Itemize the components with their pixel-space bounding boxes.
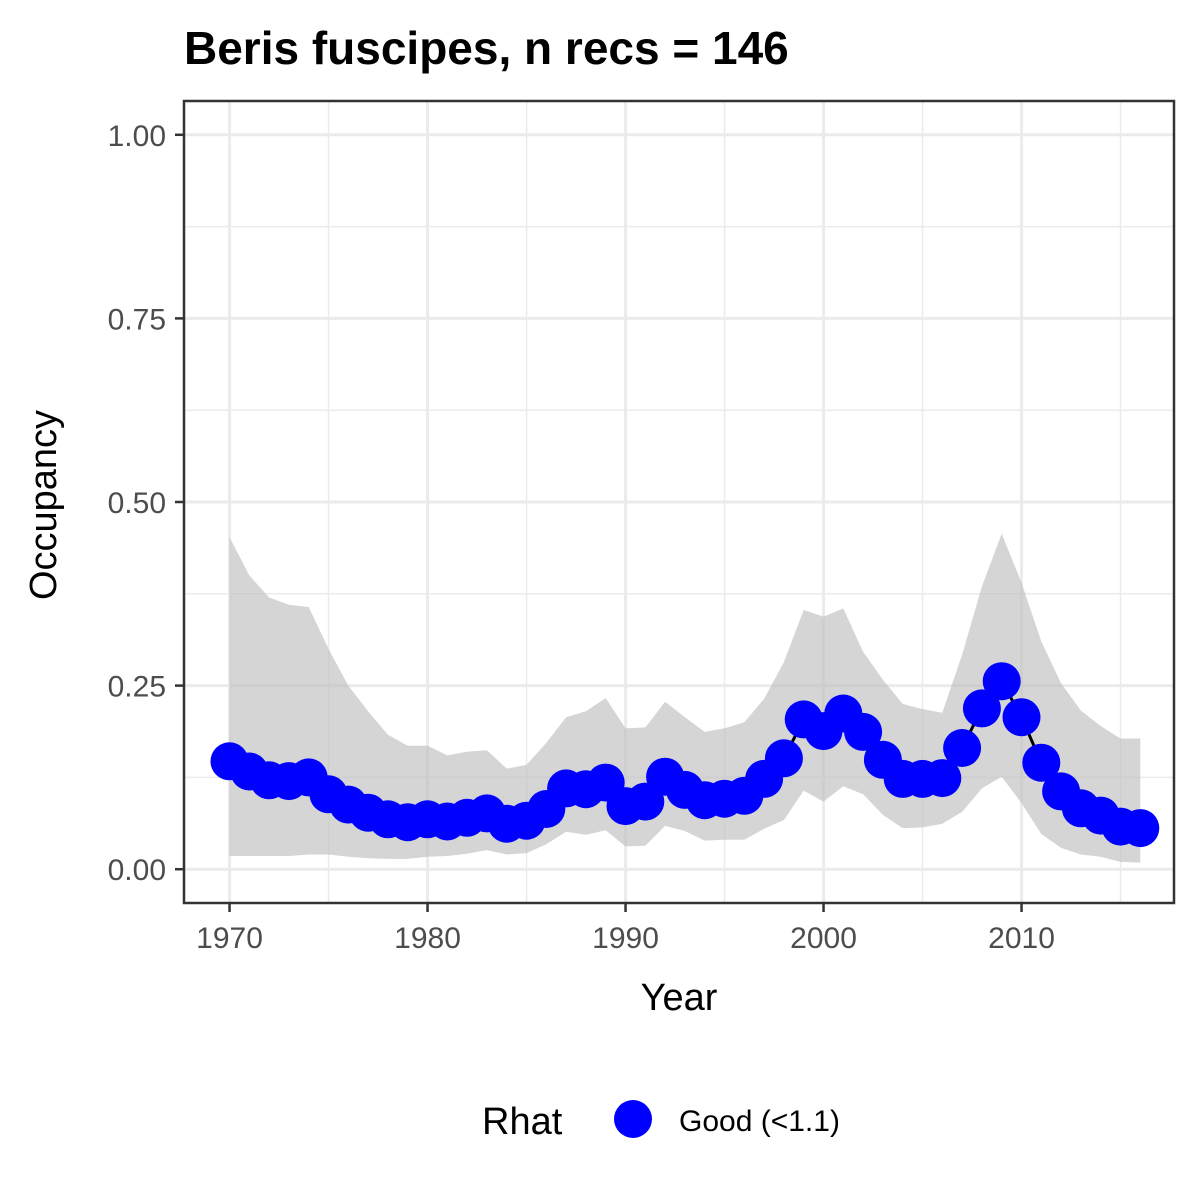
- x-tick-label: 2000: [790, 922, 857, 955]
- y-tick-label: 0.75: [108, 303, 166, 336]
- data-point: [844, 712, 883, 751]
- data-point: [1121, 809, 1160, 848]
- y-axis-label: Occupancy: [23, 410, 65, 600]
- data-points: [210, 662, 1160, 848]
- y-tick-label: 0.25: [108, 671, 166, 704]
- legend-label-good: Good (<1.1): [679, 1105, 840, 1138]
- data-point: [943, 729, 982, 767]
- chart-title: Beris fuscipes, n recs = 146: [184, 22, 789, 74]
- data-point: [764, 739, 803, 778]
- data-point: [1022, 743, 1061, 782]
- x-tick-label: 1970: [196, 922, 263, 955]
- x-axis: 1970 1980 1990 2000 2010: [196, 903, 1055, 955]
- data-point: [1002, 698, 1041, 737]
- data-point: [962, 689, 1001, 728]
- legend: Rhat Good (<1.1): [482, 1100, 840, 1143]
- x-axis-label: Year: [641, 977, 718, 1019]
- x-tick-label: 1980: [394, 922, 461, 955]
- legend-title: Rhat: [482, 1101, 563, 1143]
- y-tick-label: 0.50: [108, 487, 166, 520]
- y-tick-label: 1.00: [108, 120, 166, 153]
- data-point: [923, 759, 962, 798]
- y-axis: 0.00 0.25 0.50 0.75 1.00: [108, 120, 184, 887]
- y-tick-label: 0.00: [108, 854, 166, 887]
- x-tick-label: 2010: [988, 922, 1055, 955]
- data-point: [982, 662, 1021, 701]
- x-tick-label: 1990: [592, 922, 659, 955]
- legend-key-good: [614, 1100, 652, 1138]
